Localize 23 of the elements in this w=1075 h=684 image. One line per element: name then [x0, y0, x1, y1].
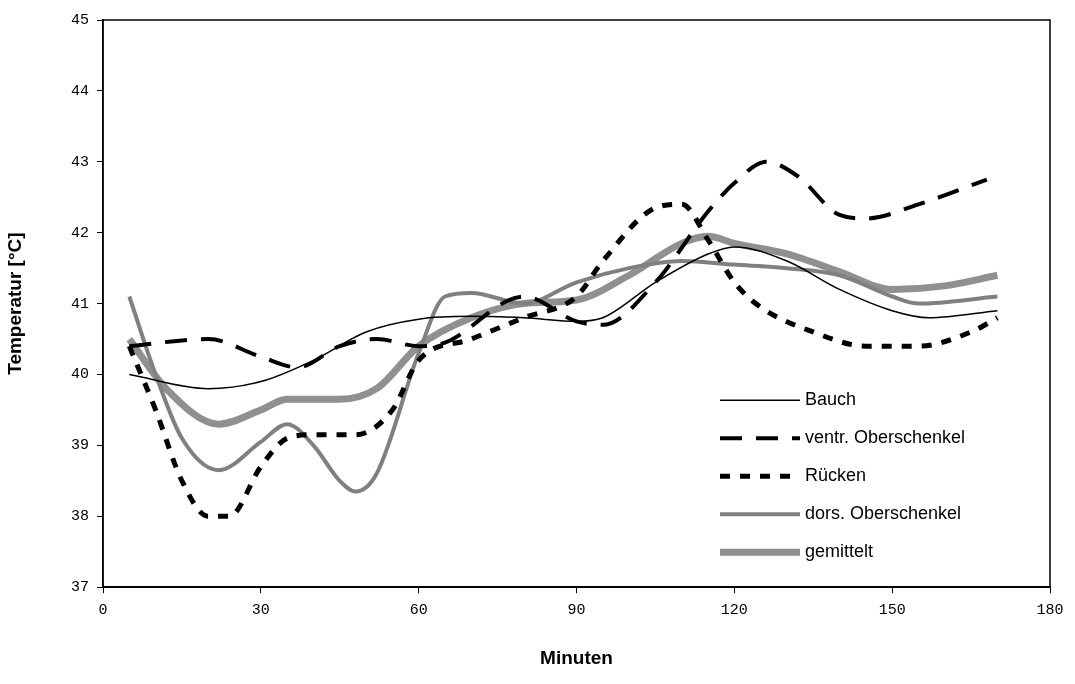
- legend-label: Rücken: [805, 465, 867, 486]
- x-tick-label: 30: [251, 602, 270, 620]
- y-tick-label: 43: [70, 153, 89, 171]
- y-tick-label: 41: [70, 295, 89, 313]
- y-tick-label: 38: [70, 508, 89, 526]
- x-tick-label: 120: [720, 602, 748, 620]
- y-tick-label: 45: [70, 11, 89, 29]
- y-tick-label: 40: [70, 366, 89, 384]
- legend-label: gemittelt: [805, 541, 874, 562]
- x-tick-label: 150: [878, 602, 906, 620]
- legend-label: Bauch: [805, 389, 857, 410]
- y-axis-title: Temperatur [°C]: [3, 232, 25, 375]
- y-tick-label: 42: [70, 224, 89, 242]
- x-tick-label: 90: [567, 602, 586, 620]
- legend-label: dors. Oberschenkel: [805, 503, 962, 524]
- x-tick-label: 60: [409, 602, 428, 620]
- y-tick-label: 39: [70, 437, 89, 455]
- y-tick-label: 44: [70, 82, 89, 100]
- y-tick-label: 37: [70, 579, 89, 597]
- legend-label: ventr. Oberschenkel: [805, 427, 966, 448]
- x-axis-title: Minuten: [540, 646, 613, 668]
- x-tick-label: 180: [1036, 602, 1064, 620]
- x-tick-label: 0: [98, 602, 108, 620]
